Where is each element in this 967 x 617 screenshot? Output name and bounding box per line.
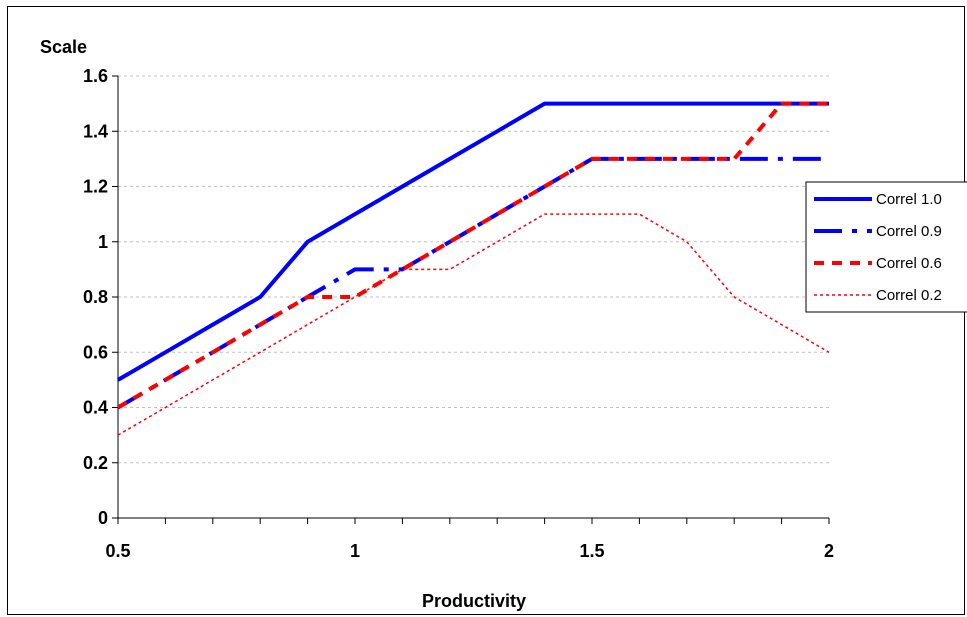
x-tick-label: 2 bbox=[824, 541, 834, 561]
legend-label: Correl 1.0 bbox=[876, 191, 942, 208]
series-line-correl-1-0 bbox=[116, 101, 829, 382]
y-tick-label: 1.4 bbox=[83, 121, 108, 141]
y-tick-label: 1.2 bbox=[83, 177, 108, 197]
y-tick-label: 0.4 bbox=[83, 398, 108, 418]
y-axis-title: Scale bbox=[40, 37, 87, 57]
legend-label: Correl 0.9 bbox=[876, 223, 942, 240]
y-tick-label: 1 bbox=[98, 232, 108, 252]
chart-frame bbox=[7, 6, 965, 615]
x-tick-label: 0.5 bbox=[105, 541, 130, 561]
x-tick-label: 1.5 bbox=[579, 541, 604, 561]
x-axis-title: Productivity bbox=[422, 591, 526, 611]
y-tick-label: 1.6 bbox=[83, 66, 108, 86]
legend-box bbox=[805, 181, 967, 313]
legend-label: Correl 0.6 bbox=[876, 255, 942, 272]
series-line-correl-0-2 bbox=[117, 213, 830, 436]
series-line-correl-0-6 bbox=[116, 101, 829, 410]
legend-label: Correl 0.2 bbox=[876, 287, 942, 304]
x-tick-label: 1 bbox=[350, 541, 360, 561]
y-tick-label: 0 bbox=[98, 508, 108, 528]
y-tick-label: 0.2 bbox=[83, 453, 108, 473]
y-tick-label: 0.8 bbox=[83, 287, 108, 307]
y-tick-label: 0.6 bbox=[83, 342, 108, 362]
series-line-correl-0-9 bbox=[116, 156, 829, 410]
